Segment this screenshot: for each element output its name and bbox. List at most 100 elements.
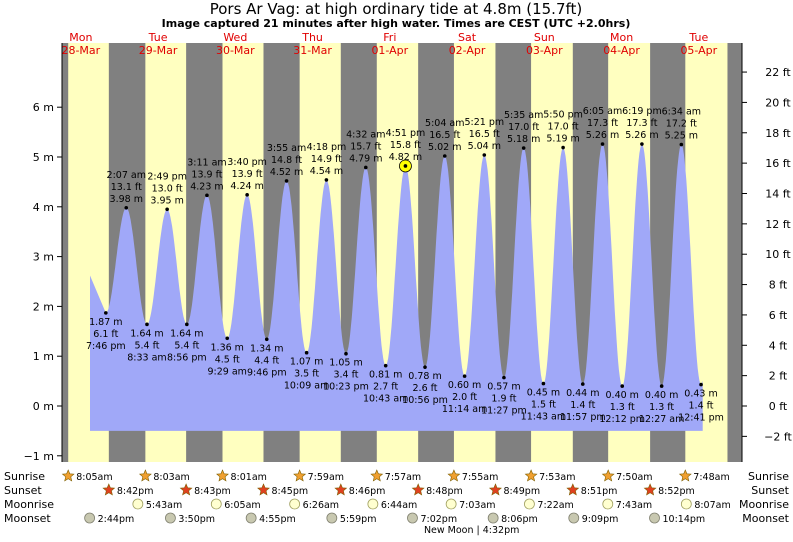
left-axis: −1 m 0 m 1 m 2 m 3 m 4 m 5 m 6 m bbox=[24, 43, 63, 463]
moonset-icon bbox=[649, 512, 660, 524]
tide-extreme-point bbox=[324, 178, 329, 182]
tide-extreme-point bbox=[462, 374, 467, 378]
tide-time-label: 11:27 pm bbox=[481, 406, 527, 417]
tide-ft-label: 2.0 ft bbox=[452, 392, 477, 403]
tide-ft-label: 14.9 ft bbox=[311, 154, 342, 165]
right-tick-label: 12 ft bbox=[765, 218, 791, 231]
tide-m-label: 5.19 m bbox=[546, 134, 579, 145]
tide-m-label: 0.81 m bbox=[369, 370, 402, 381]
left-tick-label: 3 m bbox=[33, 251, 54, 264]
tide-time-label: 10:23 pm bbox=[323, 382, 369, 393]
sunset-time: 8:51pm bbox=[581, 486, 618, 497]
tide-time-label: 9:46 pm bbox=[247, 367, 287, 378]
tide-ft-label: 1.3 ft bbox=[649, 402, 674, 413]
tide-ft-label: 1.3 ft bbox=[610, 402, 635, 413]
left-tick-label: 0 m bbox=[33, 400, 54, 413]
tide-time-label: 10:09 am bbox=[284, 381, 329, 392]
moonset-time: 4:55pm bbox=[259, 514, 296, 525]
sunrise-icon bbox=[138, 469, 152, 482]
tide-extreme-point bbox=[423, 365, 427, 369]
tide-time-label: 9:29 am bbox=[208, 366, 247, 377]
tide-time-label: 8:56 pm bbox=[167, 352, 207, 363]
sunset-time: 8:43pm bbox=[194, 486, 231, 497]
tide-m-label: 4.24 m bbox=[230, 181, 263, 192]
moonset-time: 9:09pm bbox=[582, 514, 619, 525]
tide-ft-label: 15.8 ft bbox=[390, 140, 421, 151]
right-tick-label: 14 ft bbox=[765, 187, 791, 200]
tide-ft-label: 15.7 ft bbox=[350, 141, 381, 152]
moonrise-icon bbox=[680, 498, 692, 510]
tide-ft-label: 6.1 ft bbox=[93, 329, 118, 340]
tide-ft-label: 17.3 ft bbox=[587, 118, 618, 129]
right-tick-label: 10 ft bbox=[765, 248, 791, 261]
tide-ft-label: 17.2 ft bbox=[666, 119, 697, 130]
tide-time-label: 6:34 am bbox=[662, 107, 701, 118]
moonrise-row-label-left: Moonrise bbox=[4, 498, 54, 511]
sunset-icon bbox=[566, 483, 580, 496]
tide-m-label: 1.05 m bbox=[329, 358, 362, 369]
tide-ft-label: 4.5 ft bbox=[215, 354, 240, 365]
sunrise-icon bbox=[216, 469, 229, 482]
tide-m-label: 5.02 m bbox=[428, 142, 461, 153]
day-name-label: Sat bbox=[458, 31, 477, 44]
moonrise-time: 6:05am bbox=[224, 500, 260, 511]
tide-time-label: 10:56 pm bbox=[402, 395, 448, 406]
tide-ft-label: 16.5 ft bbox=[469, 129, 500, 140]
tide-time-label: 11:43 am bbox=[521, 412, 566, 423]
day-name-label: Sun bbox=[534, 31, 555, 44]
left-tick-label: 5 m bbox=[33, 151, 54, 164]
tide-ft-label: 5.4 ft bbox=[134, 340, 159, 351]
moonrise-time: 6:44am bbox=[381, 500, 417, 511]
tide-extreme-point bbox=[284, 179, 289, 183]
moonset-time: 10:14pm bbox=[663, 514, 706, 525]
day-name-label: Tue bbox=[148, 31, 168, 44]
right-tick-label: 18 ft bbox=[765, 127, 791, 140]
sunrise-icon bbox=[61, 469, 75, 482]
tide-m-label: 0.44 m bbox=[566, 388, 599, 399]
sunrise-icon bbox=[447, 469, 461, 482]
moonset-time: 7:02pm bbox=[420, 514, 457, 525]
sunset-time: 8:42pm bbox=[117, 486, 154, 497]
tide-time-label: 3:55 am bbox=[267, 143, 306, 154]
moonrise-icon bbox=[367, 498, 379, 510]
tide-extreme-point bbox=[580, 382, 585, 386]
tide-m-label: 0.45 m bbox=[527, 388, 560, 399]
tide-ft-label: 3.4 ft bbox=[333, 370, 358, 381]
tide-ft-label: 17.0 ft bbox=[548, 122, 579, 133]
tide-extreme-point bbox=[679, 142, 684, 147]
tide-ft-label: 5.4 ft bbox=[174, 340, 199, 351]
tide-ft-label: 2.7 ft bbox=[373, 382, 398, 393]
moonrise-row-label-right: Moonrise bbox=[739, 498, 789, 511]
tide-area bbox=[90, 144, 703, 431]
moonrise-time: 7:43am bbox=[616, 500, 652, 511]
left-tick-label: 1 m bbox=[33, 350, 54, 363]
sunset-row-label-right: Sunset bbox=[751, 484, 789, 497]
sunset-icon bbox=[643, 483, 657, 496]
tide-extreme-point bbox=[659, 384, 664, 388]
tide-time-label: 3:40 pm bbox=[227, 157, 267, 168]
moonrise-time: 5:43am bbox=[146, 500, 182, 511]
moonset-icon bbox=[84, 512, 96, 524]
sunrise-row-label-right: Sunrise bbox=[748, 470, 789, 483]
tide-extreme-point bbox=[640, 142, 644, 146]
right-tick-label: 16 ft bbox=[765, 157, 791, 170]
sunrise-row-label-left: Sunrise bbox=[4, 470, 45, 483]
sunrise-time: 7:48am bbox=[693, 472, 729, 483]
sunset-time: 8:52pm bbox=[658, 486, 695, 497]
left-tick-label: −1 m bbox=[24, 450, 54, 463]
sunset-time: 8:49pm bbox=[503, 486, 540, 497]
tide-ft-label: 1.5 ft bbox=[531, 400, 556, 411]
tide-ft-label: 13.0 ft bbox=[152, 183, 183, 194]
sunrise-time: 7:55am bbox=[462, 472, 498, 483]
tide-extreme-point bbox=[344, 351, 348, 356]
moonrise-icon bbox=[602, 498, 614, 510]
tide-m-label: 5.18 m bbox=[507, 134, 540, 145]
tide-extreme-point bbox=[225, 336, 230, 341]
tide-extreme-point bbox=[245, 193, 249, 197]
tide-time-label: 5:35 am bbox=[504, 110, 543, 121]
tide-m-label: 1.07 m bbox=[290, 357, 323, 368]
tide-time-label: 12:41 pm bbox=[678, 413, 724, 424]
tide-m-label: 5.25 m bbox=[665, 131, 698, 142]
